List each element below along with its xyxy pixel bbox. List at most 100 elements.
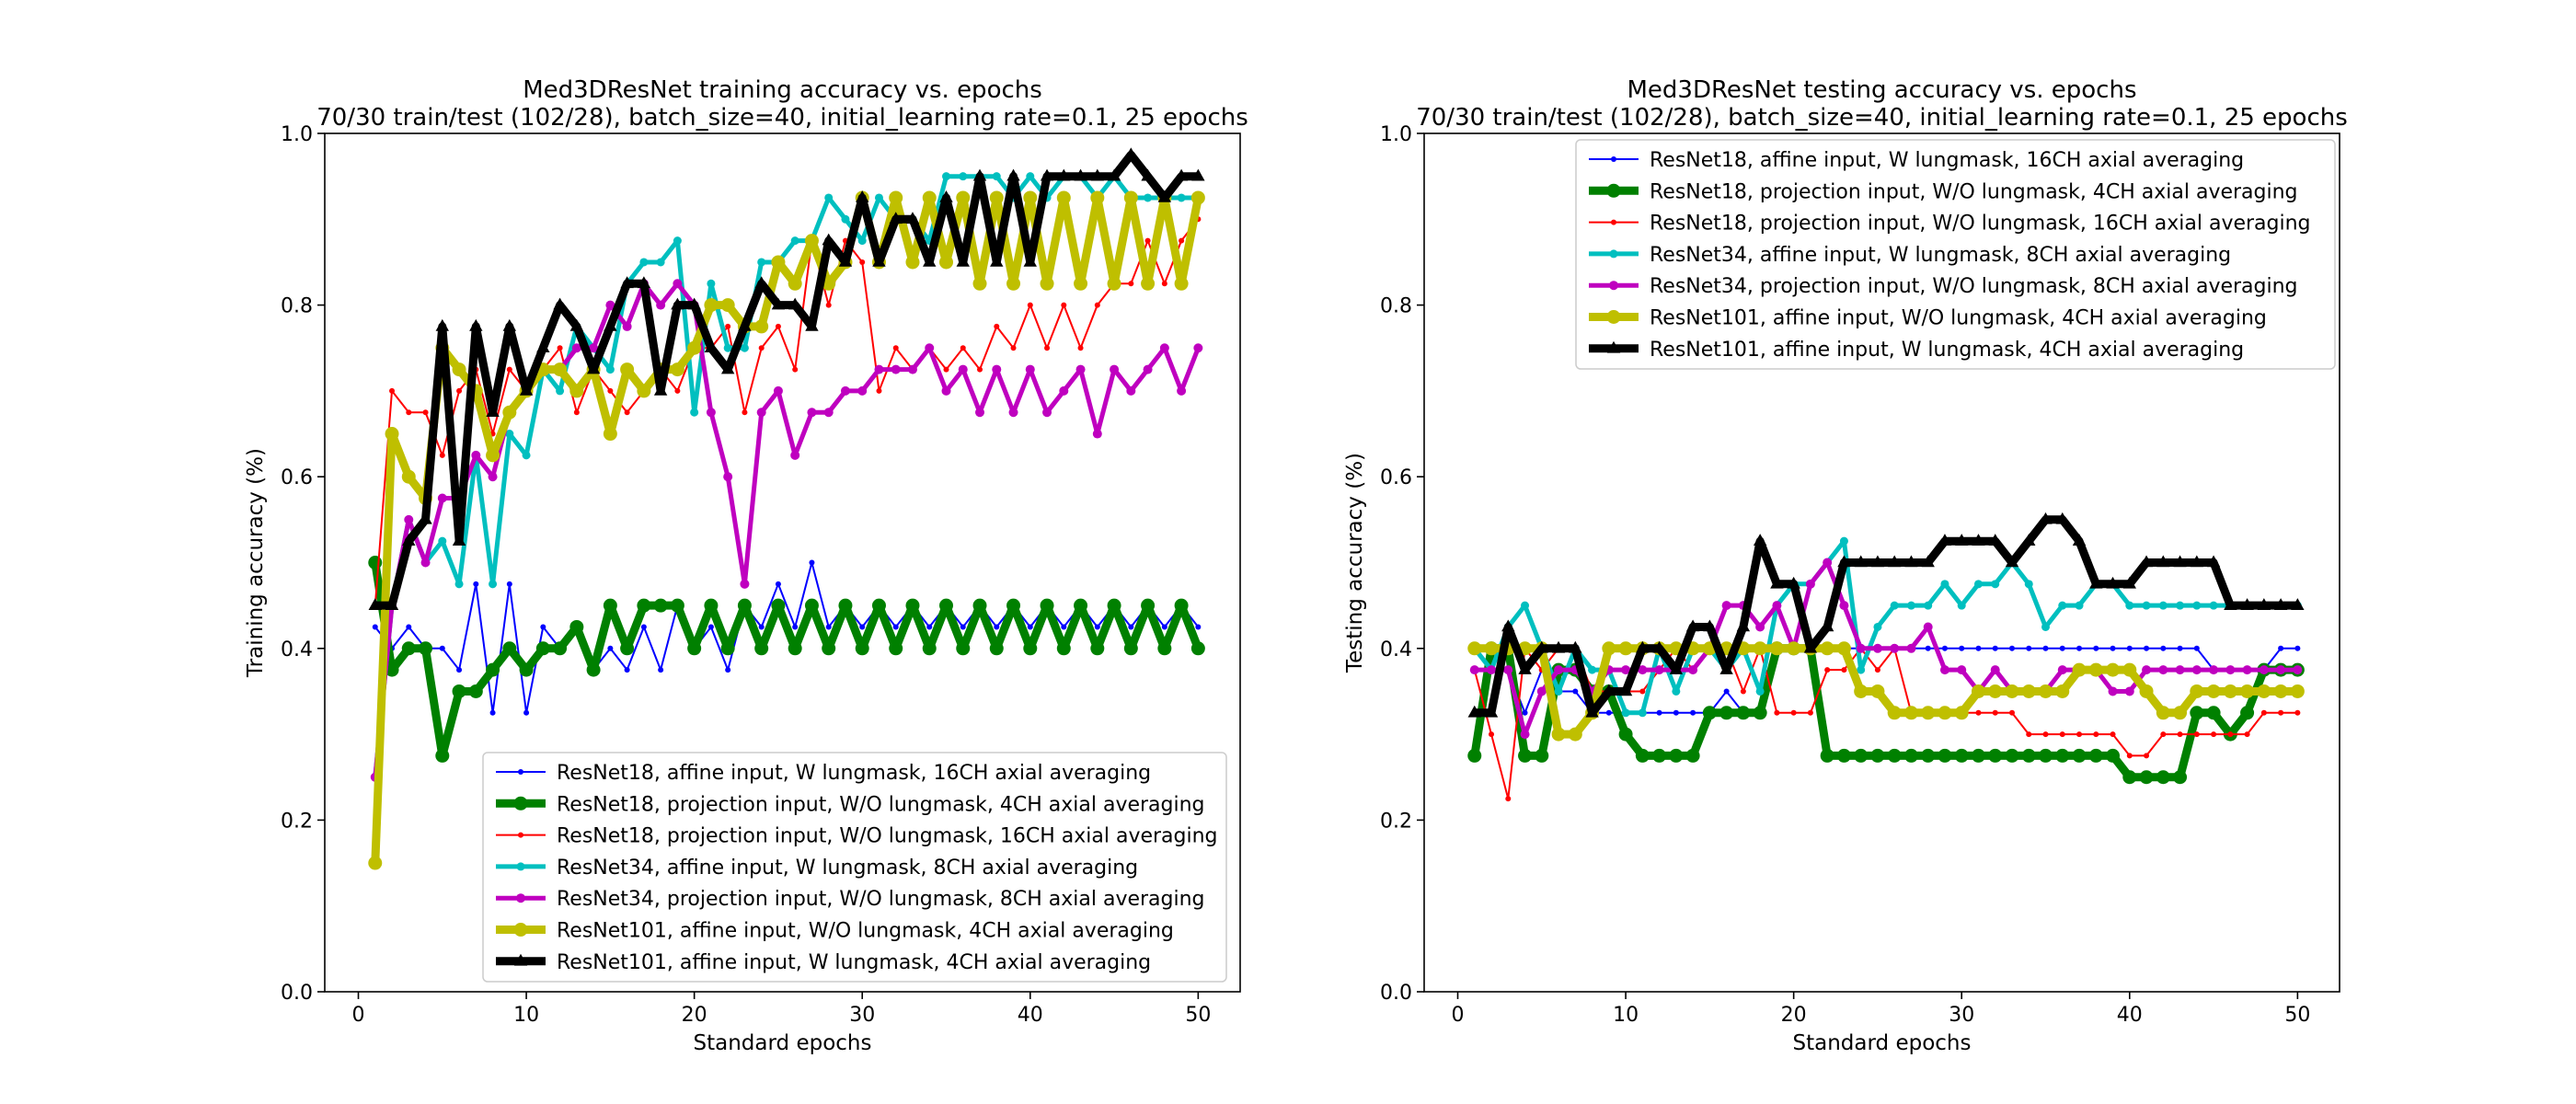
series-6 bbox=[368, 190, 1205, 870]
data-point bbox=[874, 193, 883, 202]
data-point bbox=[2005, 748, 2019, 763]
data-point bbox=[2290, 684, 2305, 698]
legend-label: ResNet34, affine input, W lungmask, 8CH … bbox=[1650, 244, 2231, 267]
y-tick-label: 0.8 bbox=[281, 295, 313, 318]
legend-label: ResNet18, projection input, W/O lungmask… bbox=[1650, 213, 2311, 236]
data-point bbox=[406, 624, 412, 630]
data-point bbox=[956, 254, 970, 267]
data-point bbox=[2173, 706, 2188, 720]
data-point bbox=[1128, 281, 1134, 287]
legend-item: ResNet34, affine input, W lungmask, 8CH … bbox=[496, 857, 1138, 880]
data-point bbox=[620, 641, 635, 656]
data-point bbox=[452, 684, 466, 698]
data-point bbox=[1770, 576, 1784, 589]
data-point bbox=[1906, 643, 1916, 653]
data-point bbox=[1467, 641, 1482, 656]
data-point bbox=[1123, 190, 1138, 205]
data-point bbox=[1638, 708, 1647, 718]
y-tick-label: 0.4 bbox=[1380, 638, 1412, 661]
data-point bbox=[889, 190, 903, 205]
series-7 bbox=[368, 147, 1205, 610]
data-point bbox=[922, 641, 937, 656]
data-point bbox=[857, 236, 867, 246]
data-point bbox=[385, 598, 399, 610]
data-point bbox=[1621, 665, 1631, 675]
data-point bbox=[1621, 708, 1630, 718]
data-point bbox=[2294, 709, 2301, 716]
data-point bbox=[1090, 190, 1105, 205]
data-point bbox=[758, 345, 765, 351]
legend-item: ResNet34, projection input, W/O lungmask… bbox=[1589, 275, 2298, 298]
data-point bbox=[737, 598, 752, 613]
data-point bbox=[505, 430, 514, 439]
data-point bbox=[958, 364, 968, 374]
data-point bbox=[2110, 731, 2116, 738]
data-point bbox=[1040, 276, 1054, 291]
data-point bbox=[2227, 731, 2234, 738]
data-point bbox=[2088, 662, 2103, 677]
data-point bbox=[1938, 748, 1952, 763]
data-point bbox=[605, 365, 615, 374]
data-point bbox=[2106, 748, 2121, 763]
data-point bbox=[1736, 706, 1751, 720]
data-point bbox=[419, 641, 433, 656]
data-point bbox=[838, 598, 853, 613]
data-point bbox=[1023, 641, 1038, 656]
legend-marker bbox=[513, 796, 528, 811]
data-point bbox=[489, 709, 496, 716]
data-point bbox=[1057, 168, 1071, 181]
data-point bbox=[1144, 193, 1153, 202]
data-point bbox=[1191, 168, 1205, 181]
data-point bbox=[2055, 748, 2070, 763]
data-point bbox=[1157, 641, 1172, 656]
data-point bbox=[771, 297, 786, 310]
data-point bbox=[1190, 641, 1205, 656]
data-point bbox=[435, 748, 450, 763]
data-point bbox=[905, 598, 920, 613]
legend-label: ResNet18, projection input, W/O lungmask… bbox=[557, 825, 1218, 848]
data-point bbox=[840, 385, 850, 396]
data-point bbox=[1174, 168, 1189, 181]
series-line bbox=[374, 561, 1200, 714]
data-point bbox=[2156, 555, 2170, 568]
data-point bbox=[2089, 576, 2103, 589]
data-point bbox=[640, 624, 647, 630]
data-point bbox=[1141, 598, 1156, 613]
data-point bbox=[725, 667, 731, 673]
data-point bbox=[1988, 748, 2003, 763]
data-point bbox=[1837, 555, 1851, 568]
data-point bbox=[2122, 576, 2136, 589]
data-point bbox=[535, 641, 550, 656]
data-point bbox=[1501, 619, 1515, 632]
data-point bbox=[1522, 709, 1528, 716]
data-point bbox=[1755, 686, 1765, 696]
data-point bbox=[569, 619, 584, 634]
data-point bbox=[670, 362, 684, 377]
data-point bbox=[671, 297, 684, 310]
data-point bbox=[2106, 576, 2120, 589]
data-point bbox=[2039, 512, 2053, 524]
data-point bbox=[2072, 534, 2087, 546]
data-point bbox=[2160, 731, 2167, 738]
data-point bbox=[2224, 598, 2237, 610]
data-point bbox=[972, 168, 987, 181]
x-tick-label: 20 bbox=[1781, 1004, 1807, 1027]
data-point bbox=[1959, 645, 1965, 651]
data-point bbox=[892, 345, 899, 351]
legend-marker bbox=[518, 832, 523, 838]
data-point bbox=[1854, 748, 1869, 763]
data-point bbox=[2039, 684, 2053, 698]
data-point bbox=[1921, 555, 1935, 568]
legend-marker bbox=[516, 893, 525, 903]
data-point bbox=[872, 254, 886, 267]
data-point bbox=[2244, 731, 2250, 738]
legend-marker bbox=[1611, 219, 1616, 225]
legend-item: ResNet101, affine input, W lungmask, 4CH… bbox=[496, 951, 1151, 974]
data-point bbox=[438, 536, 447, 546]
data-point bbox=[720, 298, 735, 313]
data-point bbox=[960, 345, 966, 351]
data-point bbox=[2142, 601, 2151, 610]
data-point bbox=[1075, 364, 1086, 374]
data-point bbox=[959, 172, 968, 181]
data-point bbox=[368, 556, 383, 569]
